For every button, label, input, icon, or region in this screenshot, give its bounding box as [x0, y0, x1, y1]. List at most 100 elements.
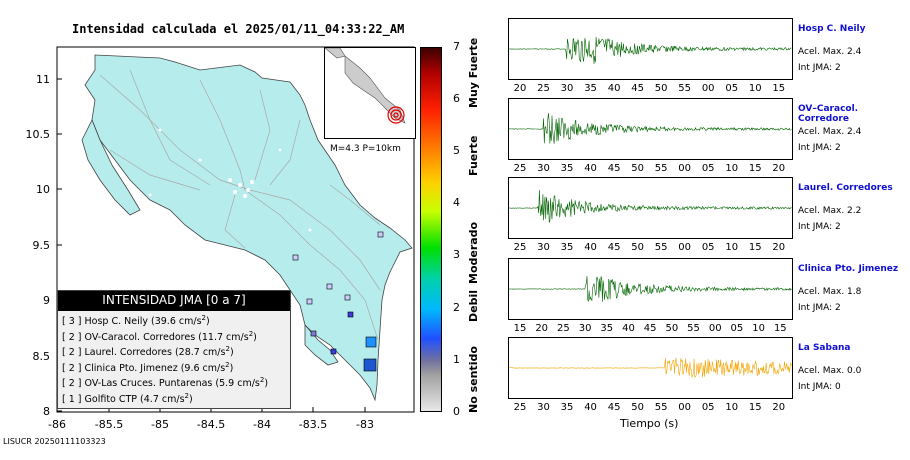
time-tick: 05 [701, 242, 715, 253]
colorbar-tick: 1 [453, 352, 460, 366]
map-x-tick: -84.5 [197, 418, 225, 431]
time-tick: 35 [600, 323, 614, 334]
legend-row-close: ) [253, 331, 257, 343]
time-tick: 05 [725, 83, 739, 94]
map-x-axis: -86 -85.5 -85 -84.5 -84 -83.5 -83 [48, 407, 374, 431]
station-jma-intensity: Int JMA: 0 [798, 382, 841, 392]
magnitude-depth-label: M=4.3 P=10km [330, 144, 401, 154]
time-tick: 50 [631, 242, 644, 253]
station-marker-las-cruces [310, 330, 317, 337]
map-y-tick: 9 [43, 294, 50, 307]
station-markers [292, 231, 384, 372]
waveform-time-ticks: 20 25 30 35 40 45 50 55 00 05 10 15 [508, 83, 791, 95]
map-y-tick: 9.5 [33, 239, 51, 252]
waveform-panel [508, 18, 793, 80]
legend-row: [ 2 ] Clinica Pto. Jimenez (9.6 cm/s2) [62, 358, 290, 374]
legend-row-text: [ 3 ] Hosp C. Neily (39.6 cm/s [62, 316, 202, 328]
time-tick: 45 [607, 242, 621, 253]
time-tick: 30 [537, 163, 550, 174]
map-x-tick: -85 [151, 418, 169, 431]
time-tick: 55 [654, 402, 668, 413]
time-tick: 45 [607, 402, 621, 413]
time-tick: 15 [772, 83, 786, 94]
waveform-time-ticks: 25 30 35 40 45 50 55 00 05 10 15 20 [508, 163, 791, 175]
waveform-time-ticks: 25 30 35 40 45 50 55 00 05 10 15 20 [508, 402, 791, 414]
station-marker-golfito [363, 358, 377, 372]
time-tick: 25 [513, 402, 527, 413]
legend-row-close: ) [229, 362, 234, 374]
station-max-acceleration: Acel. Max. 2.2 [798, 206, 862, 216]
station-max-acceleration: Acel. Max. 1.8 [798, 287, 862, 297]
station-marker-extra-3 [377, 231, 384, 238]
colorbar-label-moderado: Moderado [467, 221, 480, 284]
waveform-trace [508, 112, 792, 144]
colorbar-tick: 5 [453, 144, 460, 158]
station-marker-extra-1 [344, 294, 351, 301]
station-max-acceleration: Acel. Max. 2.4 [798, 127, 862, 137]
map-y-tick: 11 [36, 73, 50, 86]
time-tick: 10 [725, 242, 739, 253]
time-tick: 40 [584, 163, 597, 174]
time-tick: 25 [513, 242, 527, 253]
map-y-tick: 8.5 [33, 350, 51, 363]
legend-row: [ 2 ] Laurel. Corredores (28.7 cm/s2) [62, 342, 290, 358]
waveform-trace [508, 189, 792, 223]
time-tick: 45 [643, 323, 657, 334]
time-tick: 25 [513, 163, 527, 174]
intensity-colorbar [420, 47, 442, 412]
time-tick: 35 [584, 83, 597, 94]
map-x-tick: -83.5 [299, 418, 327, 431]
legend-row-close: ) [229, 347, 234, 359]
time-tick: 00 [678, 163, 692, 174]
time-tick: 55 [687, 323, 700, 334]
station-name: Hosp C. Neily [798, 24, 866, 34]
footer-id: LISUCR 20250111103323 [3, 437, 106, 446]
colorbar-tick: 3 [453, 248, 460, 262]
location-inset [324, 47, 416, 139]
legend-row-text: [ 1 ] Golfito CTP (4.7 cm/s [62, 393, 185, 405]
colorbar-label-no-sentido: No sentido [467, 346, 480, 413]
station-marker-pto-jimenez [330, 348, 337, 355]
time-tick: 40 [584, 402, 597, 413]
colorbar-label-muy-fuerte: Muy Fuerte [467, 37, 480, 108]
time-tick: 00 [678, 242, 692, 253]
epicenter-icon [387, 106, 405, 124]
colorbar-tick: 6 [453, 92, 460, 106]
station-marker-extra-5 [306, 298, 313, 305]
legend-row-text: [ 2 ] OV-Caracol. Corredores (11.7 cm/s [62, 331, 249, 343]
intensity-legend: INTENSIDAD JMA [0 a 7] [ 3 ] Hosp C. Nei… [57, 290, 291, 409]
time-tick: 40 [607, 83, 621, 94]
station-name: La Sabana [798, 343, 851, 353]
colorbar-tick: 7 [453, 40, 460, 53]
colorbar-tick: 0 [453, 404, 460, 418]
time-tick: 40 [584, 242, 597, 253]
legend-row-unit-exponent: 2 [225, 345, 230, 353]
time-tick: 20 [535, 323, 549, 334]
map-y-tick: 10 [36, 183, 50, 196]
colorbar-label-fuerte: Fuerte [467, 135, 480, 176]
station-jma-intensity: Int JMA: 2 [798, 63, 841, 73]
time-tick: 10 [752, 323, 765, 334]
time-tick: 35 [560, 242, 574, 253]
station-jma-intensity: Int JMA: 2 [798, 143, 841, 153]
legend-row: [ 2 ] OV-Las Cruces. Puntarenas (5.9 cm/… [62, 373, 290, 389]
time-tick: 50 [631, 163, 644, 174]
station-max-acceleration: Acel. Max. 0.0 [798, 366, 862, 376]
time-tick: 50 [631, 402, 644, 413]
legend-row-unit-exponent: 2 [259, 376, 265, 384]
time-tick: 50 [654, 83, 668, 94]
time-tick: 55 [678, 83, 692, 94]
legend-row-unit-exponent: 2 [184, 391, 189, 400]
waveform-trace [508, 36, 792, 64]
time-tick: 15 [513, 323, 527, 334]
waveform-panel [508, 258, 793, 320]
time-tick: 45 [607, 163, 621, 174]
town-markers [118, 128, 312, 232]
time-tick: 00 [701, 83, 715, 94]
legend-row: [ 3 ] Hosp C. Neily (39.6 cm/s2) [62, 311, 290, 327]
time-tick: 15 [773, 323, 787, 334]
station-name: Clinica Pto. Jimenez [798, 264, 899, 274]
time-tick: 25 [557, 323, 570, 334]
time-tick: 10 [725, 402, 739, 413]
map-x-tick: -85.5 [95, 418, 123, 431]
